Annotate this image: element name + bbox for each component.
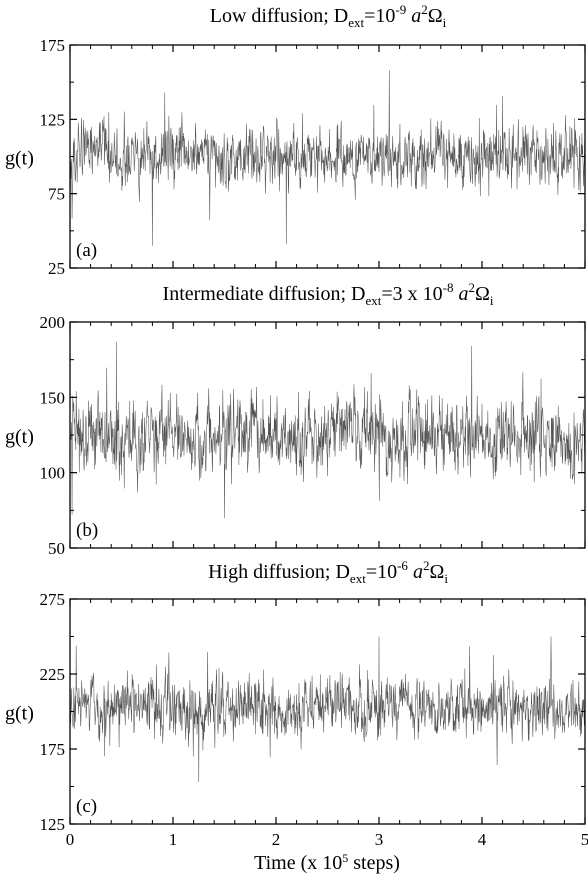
- title-subscript: ext: [348, 15, 364, 30]
- x-tick-label: 1: [169, 830, 178, 849]
- title-prefix: Intermediate diffusion; D: [163, 283, 366, 305]
- title-omega: Ω: [475, 283, 490, 305]
- x-tick-label: 2: [272, 830, 281, 849]
- title-exponent: -8: [443, 280, 454, 295]
- y-tick-label: 275: [40, 590, 66, 609]
- y-tick-label: 125: [40, 110, 66, 129]
- title-a: a: [413, 561, 423, 583]
- title-omega-subscript: i: [443, 15, 447, 30]
- x-tick-label: 0: [66, 830, 75, 849]
- title-a: a: [411, 5, 421, 27]
- title-exponent: -9: [395, 2, 406, 17]
- x-tick-label: 3: [375, 830, 384, 849]
- title-a: a: [458, 283, 468, 305]
- title-subscript: ext: [350, 571, 366, 586]
- title-subscript: ext: [365, 293, 381, 308]
- x-axis-label-main: Time (x 10: [254, 852, 342, 874]
- title-omega: Ω: [429, 561, 444, 583]
- y-tick-label: 25: [48, 259, 65, 278]
- panel-b: 50 100 150 200 g(t) (b) Intermediate diffusion…: [5, 280, 586, 558]
- title-omega: Ω: [428, 5, 443, 27]
- panel-tag: (c): [76, 796, 97, 817]
- y-tick-label: 225: [40, 665, 66, 684]
- panel-tag: (a): [76, 240, 97, 261]
- y-axis-label: g(t): [5, 148, 34, 170]
- title-equals: =3 x 10: [381, 283, 442, 305]
- y-tick-label: 75: [48, 185, 65, 204]
- series-line: [70, 70, 585, 246]
- title-a-exponent: 2: [423, 558, 430, 573]
- title-prefix: Low diffusion; D: [210, 5, 349, 27]
- y-tick-label: 125: [40, 815, 66, 834]
- x-tick-label: 4: [478, 830, 487, 849]
- title-equals: =10: [366, 561, 397, 583]
- title-omega-subscript: i: [490, 293, 494, 308]
- y-tick-label: 200: [40, 313, 66, 332]
- x-axis-label-sup: 5: [342, 851, 348, 865]
- panel-tag: (b): [76, 520, 98, 541]
- title-omega-subscript: i: [444, 571, 448, 586]
- title-a-exponent: 2: [468, 280, 475, 295]
- title-exponent: -6: [397, 558, 408, 573]
- panel-title: Low diffusion; Dext=10-9 a2Ωi: [210, 2, 447, 30]
- panel-a: 25 75 125 175 g(t) (a) Low diffusion; Dext=10-…: [5, 2, 586, 278]
- panel-title: High diffusion; Dext=10-6 a2Ωi: [208, 558, 448, 586]
- x-tick-label: 5: [581, 830, 588, 849]
- x-axis-label-tail: steps): [348, 852, 400, 874]
- y-axis-label: g(t): [5, 426, 34, 448]
- y-tick-label: 50: [48, 539, 65, 558]
- title-prefix: High diffusion; D: [208, 561, 350, 583]
- y-tick-label: 150: [40, 388, 66, 407]
- y-tick-label: 100: [40, 464, 66, 483]
- series-line: [70, 341, 585, 518]
- series-line: [70, 636, 585, 783]
- title-a-exponent: 2: [421, 2, 428, 17]
- x-axis-label: Time (x 105 steps): [254, 851, 400, 874]
- y-tick-label: 175: [40, 36, 66, 55]
- panel-title: Intermediate diffusion; Dext=3 x 10-8 a2…: [163, 280, 494, 308]
- panel-c: 125 175 225 275 0 1 2 3 4 5 g(t) (c) High diffusion;…: [5, 558, 588, 849]
- title-equals: =10: [364, 5, 395, 27]
- y-axis-label: g(t): [5, 703, 34, 725]
- y-tick-label: 175: [40, 740, 66, 759]
